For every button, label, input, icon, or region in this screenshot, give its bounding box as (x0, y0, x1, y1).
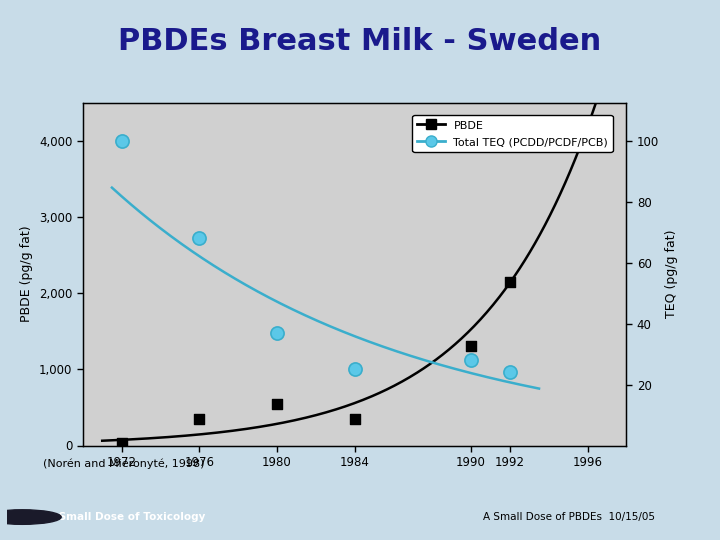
Point (349, 365, 361, 374)
Legend: PBDE, Total TEQ (PCDD/PCDF/PCB): PBDE, Total TEQ (PCDD/PCDF/PCB) (413, 115, 613, 152)
Point (116, 439, 127, 448)
Text: A Small Dose of Toxicology: A Small Dose of Toxicology (47, 512, 205, 522)
Point (349, 415, 361, 423)
Circle shape (0, 510, 61, 524)
Point (465, 342, 477, 351)
Point (465, 356, 477, 364)
Text: PBDEs Breast Milk - Sweden: PBDEs Breast Milk - Sweden (118, 28, 602, 56)
Point (582, 129, 593, 137)
Point (194, 415, 205, 423)
Text: A Small Dose of PBDEs  10/15/05: A Small Dose of PBDEs 10/15/05 (483, 512, 654, 522)
Point (504, 368, 516, 377)
Y-axis label: PBDE (pg/g fat): PBDE (pg/g fat) (20, 226, 33, 322)
Y-axis label: TEQ (pg/g fat): TEQ (pg/g fat) (665, 230, 678, 318)
Point (504, 278, 516, 286)
Point (271, 328, 283, 337)
Point (271, 399, 283, 408)
Text: (Norén and Mieronyté, 1998): (Norén and Mieronyté, 1998) (43, 458, 204, 469)
Point (194, 234, 205, 242)
Point (116, 137, 127, 145)
